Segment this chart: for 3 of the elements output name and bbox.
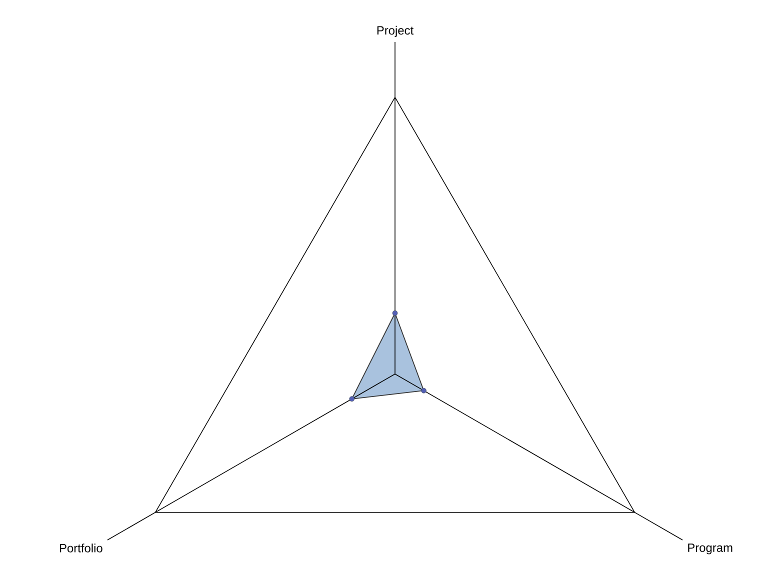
- spoke-label: Portfolio: [60, 544, 102, 552]
- spoke-label: Program: [688, 544, 732, 554]
- spoke-label: Project: [377, 26, 414, 37]
